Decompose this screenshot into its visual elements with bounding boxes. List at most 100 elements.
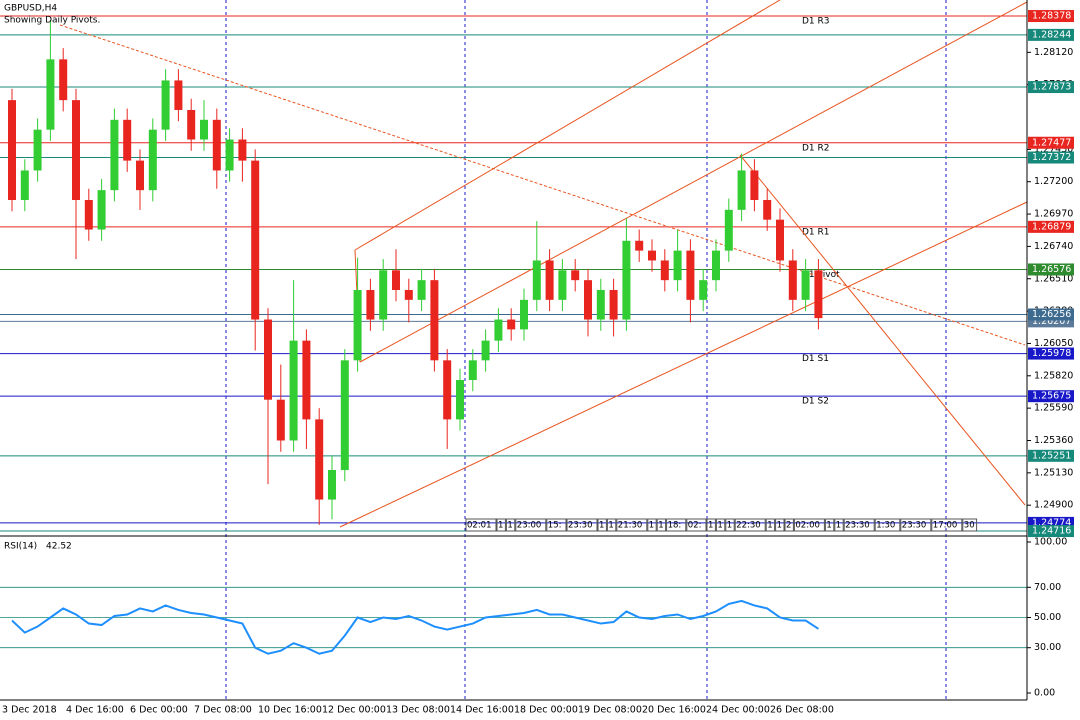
time-marker: 02:00 xyxy=(795,521,820,531)
candle-body xyxy=(494,319,503,341)
candle-body xyxy=(686,250,695,300)
level-box xyxy=(1028,28,1074,41)
candle-body xyxy=(443,360,452,420)
channel-line xyxy=(339,201,1028,528)
time-marker-box xyxy=(734,518,766,532)
time-marker-box xyxy=(606,518,617,532)
candle-body xyxy=(302,340,311,420)
candle-body xyxy=(110,119,119,191)
level-box xyxy=(1028,347,1074,360)
time-marker-box xyxy=(505,518,516,532)
candle-body xyxy=(123,119,132,161)
pivot-label: D1 S2 xyxy=(802,397,829,407)
channel-line xyxy=(359,1,1028,363)
level-label: 1.27372 xyxy=(1032,152,1071,163)
candle-body xyxy=(340,360,349,471)
level-box xyxy=(1028,308,1074,321)
time-marker-box xyxy=(834,518,844,532)
candle-body xyxy=(801,270,810,300)
level-label: 1.25251 xyxy=(1032,450,1071,461)
time-marker-box xyxy=(784,518,794,532)
time-marker-box xyxy=(465,518,497,532)
time-marker: 1 xyxy=(507,521,512,531)
candle-body xyxy=(763,199,772,220)
time-marker: 22:30 xyxy=(736,521,761,531)
level-label: 1.28244 xyxy=(1032,29,1071,40)
pivot-label: D1 R3 xyxy=(802,17,830,27)
x-tick-label: 3 Dec 2018 xyxy=(2,705,57,716)
level-box xyxy=(1028,10,1074,23)
y-tick-label: 100.00 xyxy=(1034,537,1067,548)
y-tick-label: 1.27430 xyxy=(1034,144,1073,155)
y-tick-label: 1.26740 xyxy=(1034,241,1073,252)
candle-body xyxy=(558,270,567,300)
time-marker: 1 xyxy=(836,521,841,531)
y-tick-label: 1.25360 xyxy=(1034,435,1073,446)
candle-body xyxy=(660,260,669,281)
time-marker-box xyxy=(962,518,978,532)
time-marker: 17:00 xyxy=(933,521,958,531)
time-marker-box xyxy=(775,518,785,532)
time-marker-box xyxy=(725,518,735,532)
candle-body xyxy=(622,240,631,320)
y-tick-label: 1.26050 xyxy=(1034,338,1073,349)
time-marker-box xyxy=(824,518,835,532)
time-markers: 02:01 1 1 23:00 15: 23:30 1 1 21:30 1 1 18: 02: 1 1 1 22… xyxy=(465,518,978,532)
time-marker: 1 xyxy=(727,521,732,531)
x-tick-label: 18 Dec 00:00 xyxy=(514,705,578,716)
level-label: 1.25978 xyxy=(1032,348,1071,359)
x-tick-label: 12 Dec 00:00 xyxy=(322,705,386,716)
candle-body xyxy=(264,319,272,400)
y-tick-label: 1.25590 xyxy=(1034,403,1073,414)
time-marker-box xyxy=(793,518,825,532)
candle-body xyxy=(200,119,208,140)
time-marker-box xyxy=(496,518,506,532)
time-marker-box xyxy=(597,518,607,532)
candle-body xyxy=(353,290,362,361)
y-tick-label: 50.00 xyxy=(1034,612,1061,623)
candle-body xyxy=(584,280,592,320)
candle-body xyxy=(366,290,375,320)
time-marker: 1:30 xyxy=(876,521,895,531)
time-marker-box xyxy=(765,518,776,532)
time-marker-box xyxy=(874,518,901,532)
time-marker-box xyxy=(616,518,648,532)
candle-body xyxy=(430,280,439,361)
x-tick-label: 10 Dec 16:00 xyxy=(258,705,322,716)
candle-body xyxy=(315,419,324,500)
y-tick-label: 1.28120 xyxy=(1034,47,1073,58)
candle-body xyxy=(456,380,464,420)
time-marker: 23:00 xyxy=(517,521,542,531)
time-marker-box xyxy=(715,518,726,532)
time-marker: 1 xyxy=(708,521,713,531)
x-tick-label: 26 Dec 08:00 xyxy=(770,705,834,716)
time-marker: 1 xyxy=(658,521,663,531)
time-marker: 1 xyxy=(599,521,604,531)
time-marker: 1 xyxy=(608,521,613,531)
pivot-label: D1 S1 xyxy=(802,354,829,364)
y-tick-label: 1.25130 xyxy=(1034,467,1073,478)
y-tick-label: 1.26510 xyxy=(1034,273,1073,284)
candle-body xyxy=(571,270,580,281)
channel-line xyxy=(354,0,781,251)
candle-body xyxy=(225,139,234,171)
candle-body xyxy=(161,80,170,130)
x-tick-label: 24 Dec 00:00 xyxy=(706,705,770,716)
level-box xyxy=(1028,525,1074,538)
candle-body xyxy=(46,59,55,130)
level-label: 1.27477 xyxy=(1032,137,1071,148)
candle-body xyxy=(8,100,16,200)
level-label: 1.26256 xyxy=(1032,309,1071,320)
rsi-line xyxy=(11,599,819,655)
level-box xyxy=(1028,390,1074,403)
candle-body xyxy=(648,250,656,261)
candle-body xyxy=(468,360,477,381)
candle-body xyxy=(814,270,823,319)
chart-subtitle: Showing Daily Pivots. xyxy=(4,16,100,26)
x-tick-label: 13 Dec 08:00 xyxy=(386,705,450,716)
trend-line xyxy=(59,24,1026,346)
candle-body xyxy=(788,260,797,300)
candle-body xyxy=(507,319,516,330)
